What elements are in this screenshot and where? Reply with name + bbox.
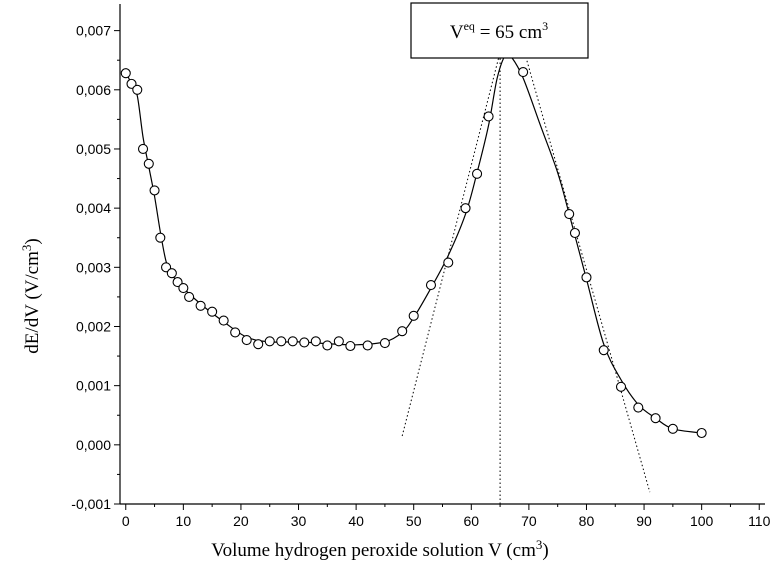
data-point xyxy=(650,413,661,424)
x-tick-label: 0 xyxy=(122,513,130,529)
data-point xyxy=(362,340,373,351)
y-tick-label: 0,006 xyxy=(76,82,111,98)
fitted-curve xyxy=(125,52,702,434)
data-point xyxy=(472,168,483,179)
data-point xyxy=(287,336,298,347)
data-point xyxy=(518,66,529,78)
data-point xyxy=(166,268,177,279)
x-tick-label: 40 xyxy=(348,513,364,529)
fit-curve-path xyxy=(125,52,702,434)
data-point xyxy=(397,326,408,337)
data-point xyxy=(581,272,592,283)
y-tick-label: 0,003 xyxy=(76,259,111,275)
data-point xyxy=(633,402,644,413)
data-point xyxy=(345,340,356,352)
data-point xyxy=(408,310,419,321)
guide-lines xyxy=(401,6,651,504)
y-tick-label: 0,005 xyxy=(76,141,111,157)
data-point xyxy=(184,291,195,302)
x-tick-label: 100 xyxy=(690,513,714,529)
x-tick-label: 90 xyxy=(636,513,652,529)
x-tick-label: 70 xyxy=(521,513,537,529)
data-point xyxy=(155,232,166,243)
annotation-text: Veq = 65 cm3 xyxy=(450,19,548,43)
data-point xyxy=(195,300,206,311)
data-point xyxy=(132,84,143,95)
data-point xyxy=(172,277,183,288)
data-point xyxy=(218,315,229,326)
data-points xyxy=(120,31,707,439)
data-point xyxy=(310,336,321,347)
x-tick-label: 60 xyxy=(464,513,480,529)
data-point xyxy=(443,257,454,268)
data-point xyxy=(264,336,275,347)
data-point xyxy=(178,282,189,294)
x-tick-label: 50 xyxy=(406,513,422,529)
data-point xyxy=(299,337,310,348)
data-point xyxy=(241,335,252,346)
x-tick-label: 110 xyxy=(748,513,771,529)
data-point xyxy=(230,327,241,338)
tangent-line xyxy=(511,6,651,493)
data-point xyxy=(322,340,333,351)
annotation-box xyxy=(410,2,589,59)
y-tick-label: -0,001 xyxy=(71,496,111,512)
data-point xyxy=(483,111,494,122)
data-point xyxy=(333,336,344,347)
x-tick-label: 10 xyxy=(176,513,192,529)
data-point xyxy=(126,78,137,89)
y-axis: -0,001 0,000 0,001 0,002 0,003 0,004 0,005 0,00… xyxy=(71,23,120,512)
y-tick-label: 0,000 xyxy=(76,437,111,453)
y-tick-label: 0,004 xyxy=(76,200,111,216)
x-axis-title: Volume hydrogen peroxide solution V (cm3… xyxy=(211,537,548,561)
y-tick-label: 0,001 xyxy=(76,378,111,394)
y-axis-title: dE/dV (V/cm3) xyxy=(19,238,43,353)
x-axis: 0 10 20 30 40 50 60 70 80 90 100 110 xyxy=(122,504,771,529)
data-point xyxy=(615,381,627,392)
data-point xyxy=(161,262,172,273)
x-tick-label: 30 xyxy=(291,513,307,529)
x-tick-label: 80 xyxy=(579,513,595,529)
data-point xyxy=(143,158,154,169)
data-point xyxy=(276,336,287,347)
data-point xyxy=(137,143,149,155)
equivalence-annotation: Veq = 65 cm3 xyxy=(410,2,589,59)
data-point xyxy=(569,227,581,239)
data-point xyxy=(460,203,471,214)
y-tick-label: 0,007 xyxy=(76,23,111,39)
data-point xyxy=(379,338,390,349)
data-point xyxy=(120,68,131,79)
data-point xyxy=(425,280,437,291)
data-point xyxy=(149,185,160,196)
data-point xyxy=(253,339,264,350)
tangent-line xyxy=(401,6,513,437)
x-tick-label: 20 xyxy=(233,513,249,529)
data-point xyxy=(564,209,575,220)
data-point xyxy=(696,427,707,439)
data-point xyxy=(207,306,218,317)
data-point xyxy=(598,345,609,356)
y-tick-label: 0,002 xyxy=(76,318,111,334)
data-point xyxy=(667,423,678,434)
